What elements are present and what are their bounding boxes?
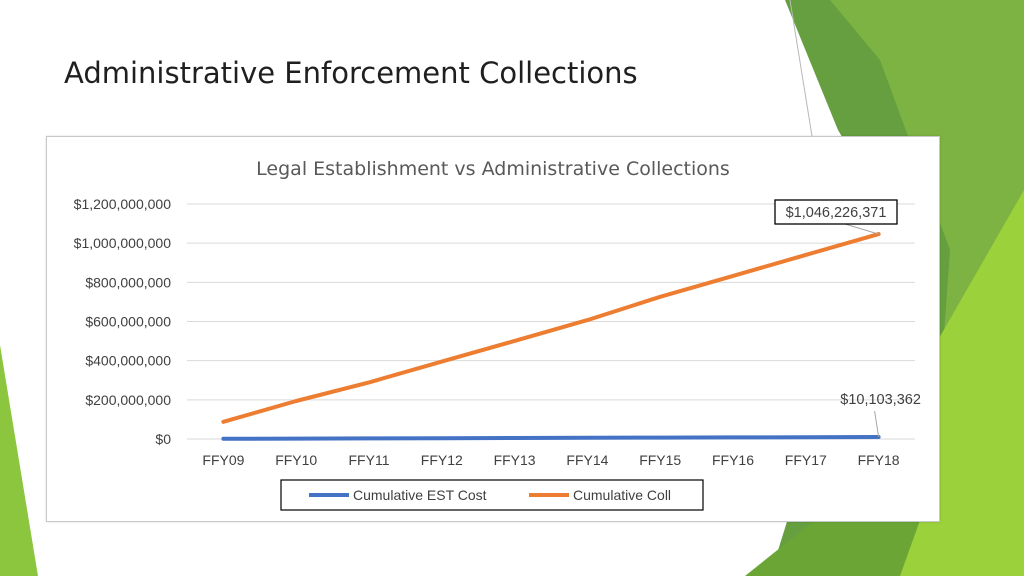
x-tick-label: FFY09: [202, 452, 244, 468]
slide-title: Administrative Enforcement Collections: [64, 56, 638, 90]
x-tick-label: FFY15: [639, 452, 681, 468]
x-axis-ticks: FFY09 FFY10 FFY11 FFY12 FFY13 FFY14 FFY15 FFY16…: [202, 452, 899, 468]
data-labels: $1,046,226,371 $10,103,362: [774, 199, 921, 438]
decor-thin-line: [789, 0, 813, 137]
chart-title: Legal Establishment vs Administrative Co…: [256, 158, 730, 180]
y-tick-label: $0: [155, 431, 171, 447]
gridlines: [187, 203, 915, 440]
legend: Cumulative EST Cost Cumulative Coll: [280, 479, 704, 511]
series-lines: [221, 232, 881, 441]
x-tick-label: FFY11: [349, 452, 390, 468]
y-tick-label: $800,000,000: [85, 274, 171, 290]
callout-leader-coll: [844, 223, 879, 235]
y-tick-label: $400,000,000: [85, 353, 171, 369]
series-line-est-cost: [221, 435, 881, 441]
y-axis-ticks: $0 $200,000,000 $400,000,000 $600,000,000 $8…: [74, 196, 172, 447]
x-tick-label: FFY14: [566, 452, 608, 468]
legend-label-est: Cumulative EST Cost: [353, 487, 487, 503]
y-tick-label: $600,000,000: [85, 314, 171, 330]
left-green-wedge: [0, 345, 38, 576]
callout-leader-est: [874, 410, 880, 438]
callout-box-coll: [774, 199, 898, 225]
x-tick-label: FFY17: [785, 452, 827, 468]
legend-label-coll: Cumulative Coll: [573, 487, 671, 503]
data-label-coll-ffy18: $1,046,226,371: [786, 205, 887, 221]
y-tick-label: $200,000,000: [85, 392, 171, 408]
chart-frame: Legal Establishment vs Administrative Co…: [46, 136, 940, 522]
x-tick-label: FFY13: [494, 452, 536, 468]
x-tick-label: FFY12: [421, 452, 463, 468]
series-line-coll: [221, 232, 881, 424]
line-chart: Legal Establishment vs Administrative Co…: [74, 158, 921, 511]
x-tick-label: FFY18: [858, 452, 900, 468]
y-tick-label: $1,000,000,000: [74, 235, 172, 251]
x-tick-label: FFY16: [712, 452, 754, 468]
data-label-est-ffy18: $10,103,362: [840, 392, 921, 408]
legend-box: [280, 479, 704, 511]
y-tick-label: $1,200,000,000: [74, 196, 172, 212]
x-tick-label: FFY10: [275, 452, 317, 468]
